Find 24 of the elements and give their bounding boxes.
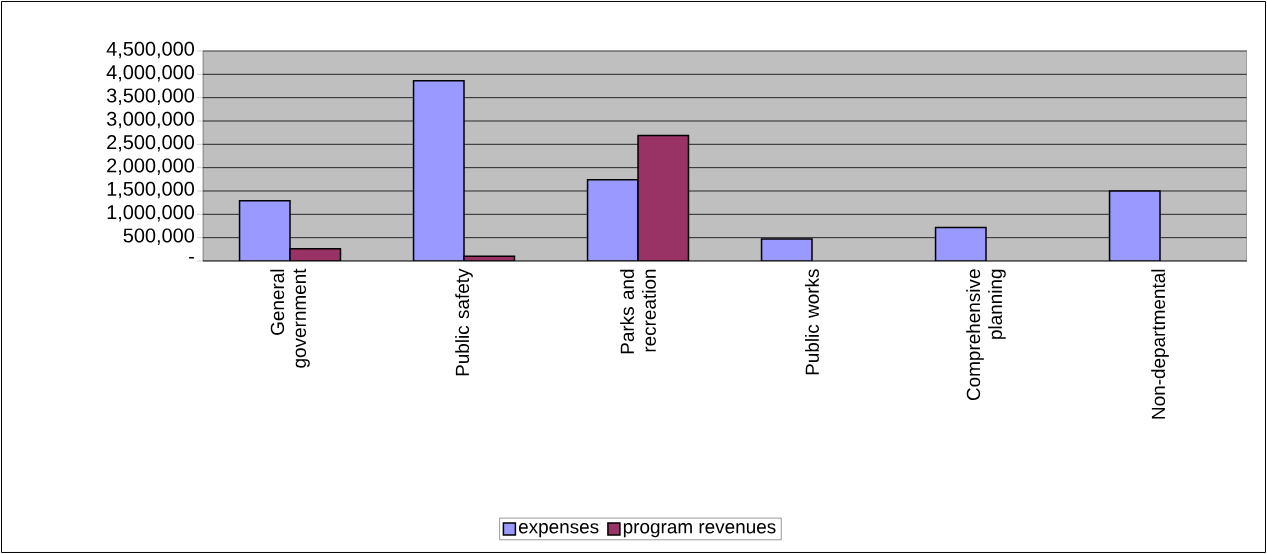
y-tick-label: 4,000,000 [106,65,195,82]
x-tick-label: Public safety [455,268,473,376]
y-tick-label: - [189,256,194,259]
bar [238,200,291,261]
x-tick-label: General government [270,268,310,368]
bar [586,179,639,261]
x-tick-label: Public works [805,269,819,375]
x-tick-label: Parks and recreation [620,269,656,354]
y-tick-label: 2,000,000 [107,158,195,175]
y-tick-label: 3,500,000 [106,88,195,105]
x-tick-label: Non-departmental [1151,269,1169,419]
bar [412,80,465,261]
y-tick-label: 1,000,000 [107,205,195,222]
y-tick-label: 4,500,000 [106,41,195,59]
y-tick-label: 2,500,000 [107,135,195,152]
y-tick-label: 3,000,000 [106,111,195,129]
bar [1108,190,1161,261]
bar [637,134,690,261]
legend-label: program revenues [623,523,776,538]
y-tick-label: 500,000 [123,228,195,245]
x-tick-label: Comprehensive planning [966,269,1006,401]
y-tick-label: 1,500,000 [107,181,195,199]
bar [934,226,987,261]
legend-label: expenses [518,523,599,538]
